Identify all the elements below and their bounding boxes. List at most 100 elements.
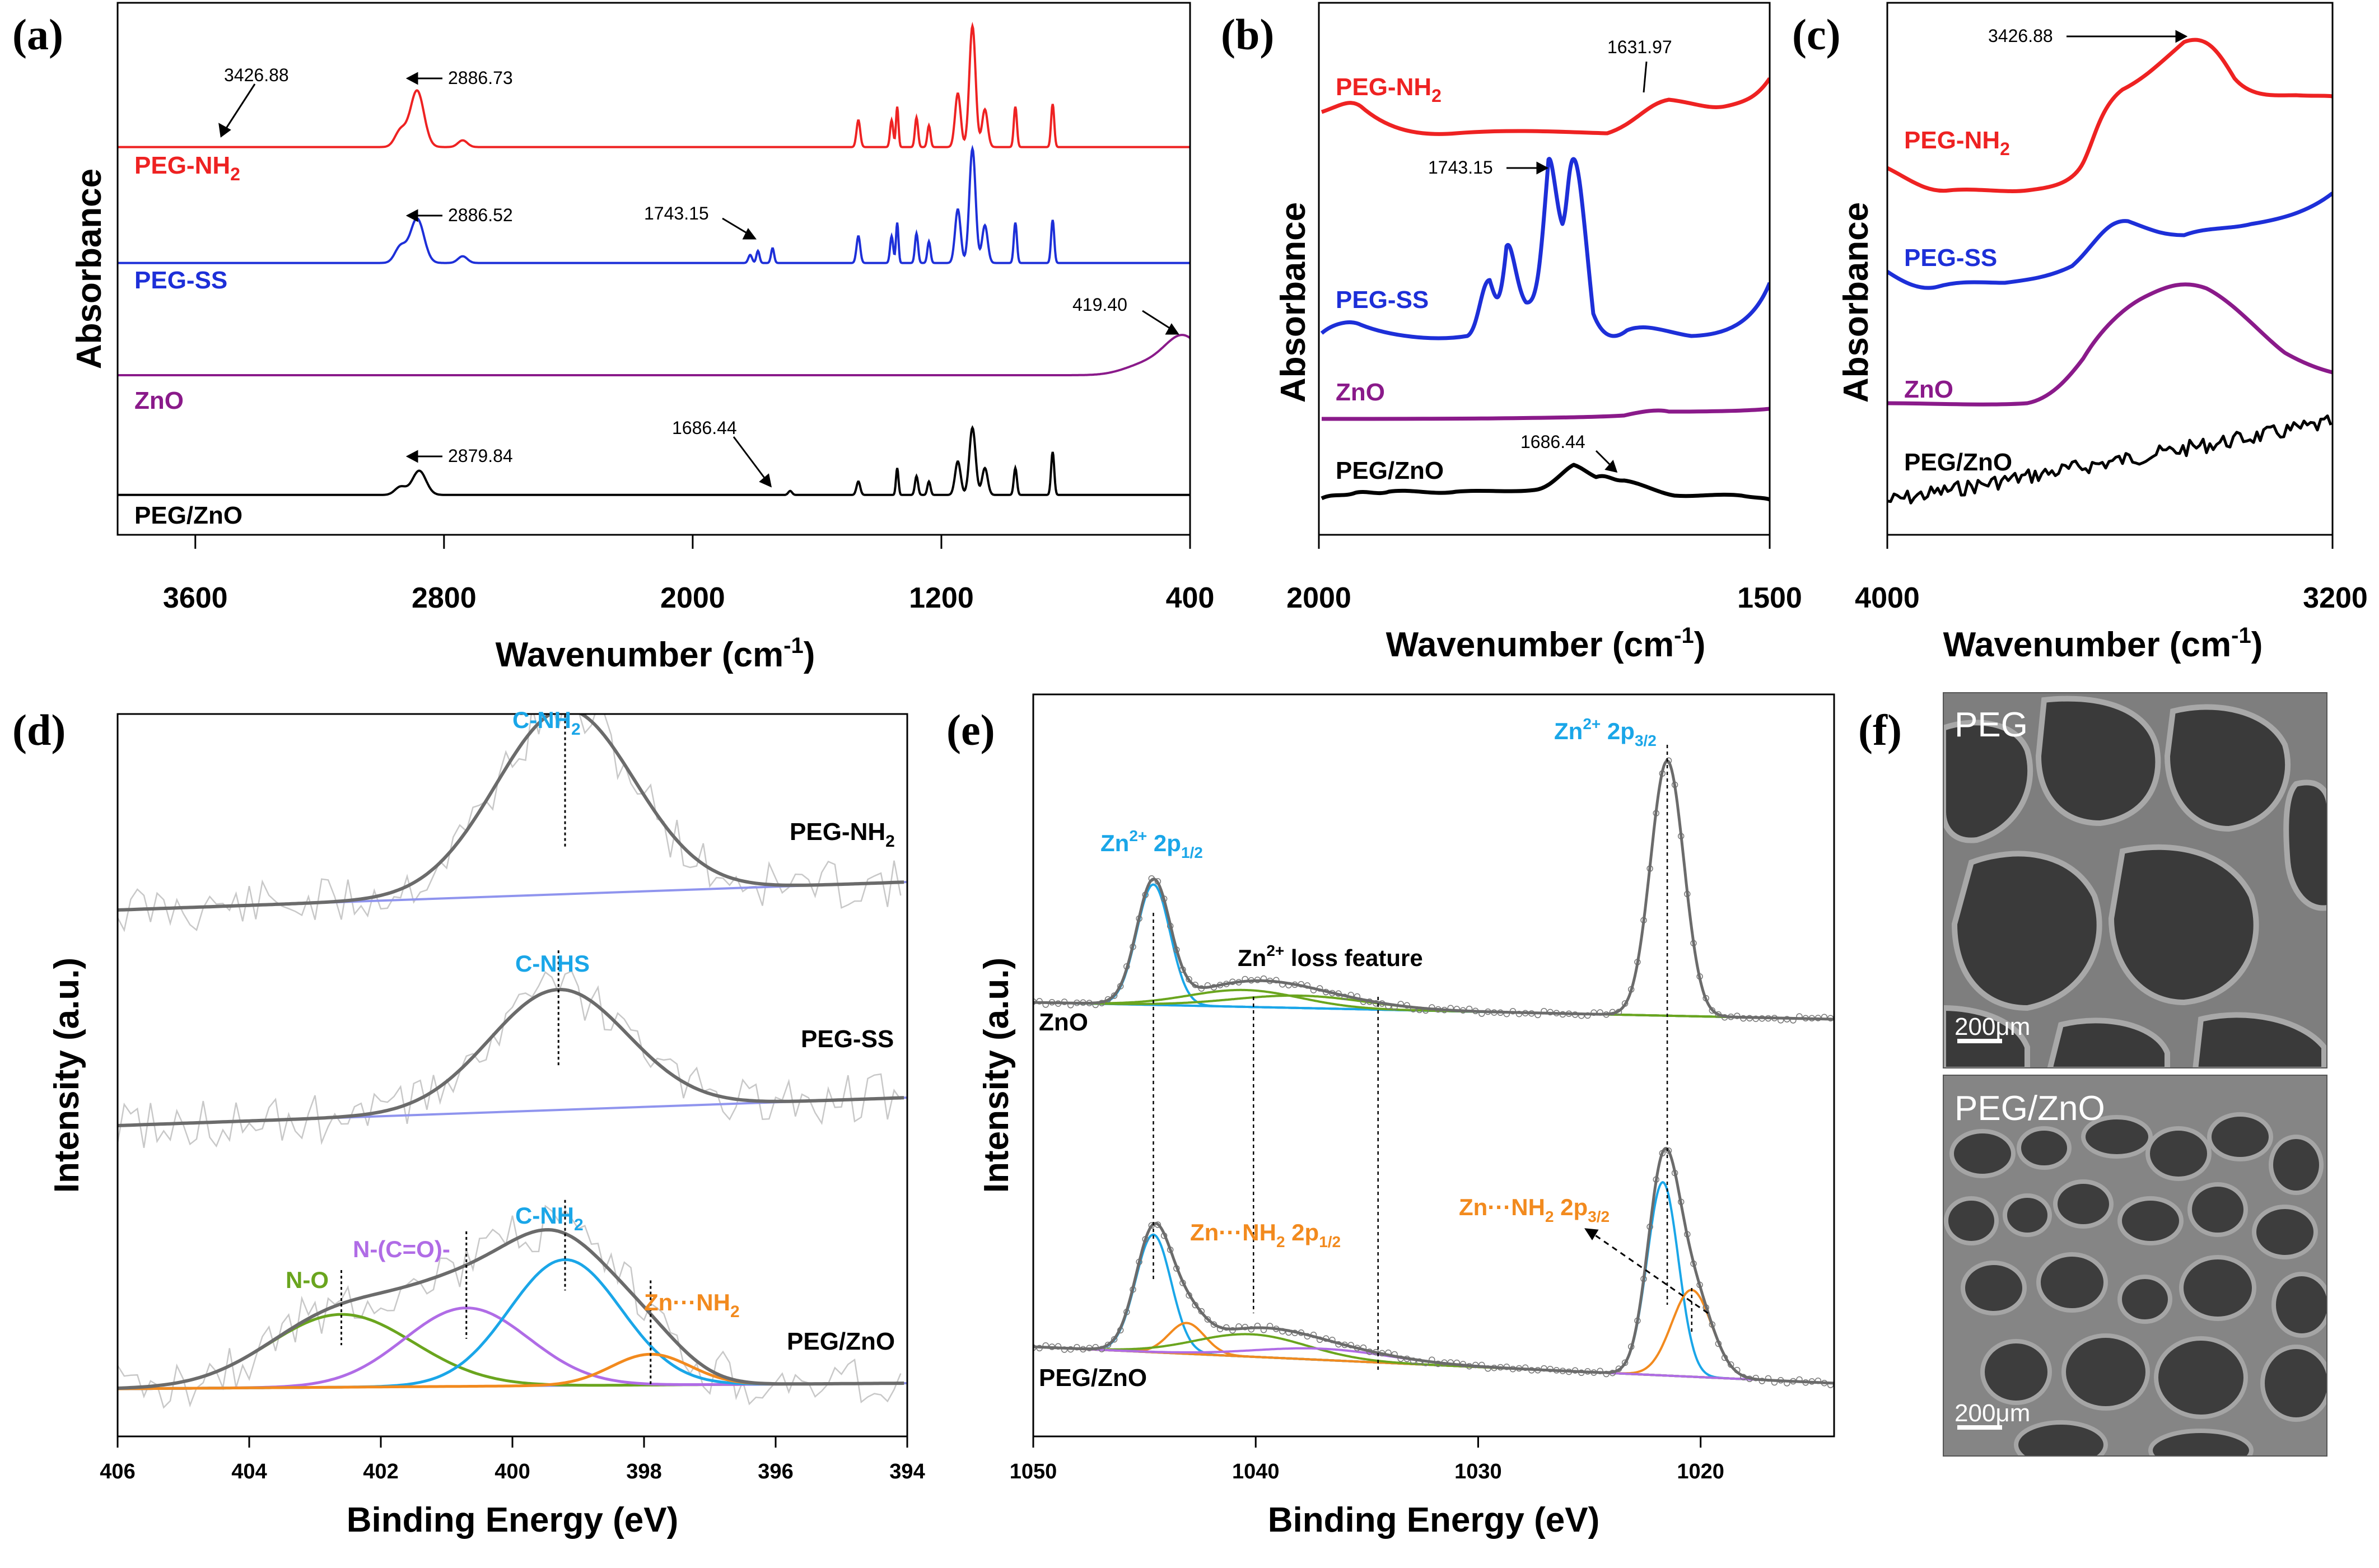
d-label-peg-zno: PEG/ZnO [787, 1328, 895, 1355]
panel-letter-c: (c) [1792, 10, 1841, 59]
a-arrowhead-2879 [405, 450, 418, 463]
panel-c: (c) 4000 3200 Wavenumber (cm-1) Absorban… [1792, 2, 2368, 664]
a-label-peg-zno: PEG/ZnO [134, 502, 242, 529]
a-curve-peg-ss [118, 144, 1190, 264]
c-label-peg-nh2: PEG-NH2 [1904, 127, 2010, 159]
panel-c-ylabel: Absorbance [1837, 202, 1876, 403]
a-ann-1686: 1686.44 [672, 418, 737, 438]
a-arrow-1686 [733, 436, 768, 482]
a-ann-419: 419.40 [1072, 295, 1127, 315]
d-tick-label: 402 [363, 1460, 398, 1483]
e-dashed-arrowhead [1584, 1228, 1599, 1240]
c-curve-peg-ss [1887, 192, 2333, 290]
d-label-peg-ss: PEG-SS [801, 1025, 894, 1053]
panel-b-xlabel: Wavenumber (cm-1) [1386, 623, 1706, 664]
d-label-peg-nh2: PEG-NH2 [790, 818, 895, 851]
d-comp-label-no: N-O [286, 1267, 329, 1293]
b-arrowhead-1743 [1536, 161, 1549, 175]
c-tick-4000: 4000 [1855, 582, 1920, 614]
a-arrowhead-3426 [218, 123, 231, 138]
b-tick-1500: 1500 [1737, 582, 1802, 614]
panel-e-xlabel: Binding Energy (eV) [1268, 1501, 1599, 1539]
c-tick-3200: 3200 [2303, 582, 2368, 614]
d-comp-label-cnh2-bottom: C-NH2 [515, 1202, 584, 1234]
b-label-peg-nh2: PEG-NH2 [1336, 73, 1442, 106]
e-label-zn-2p12: Zn2+ 2p1/2 [1100, 827, 1203, 861]
sem-scale-text-top: 200μm [1954, 1013, 2030, 1040]
c-curve-peg-zno [1887, 414, 2333, 505]
e-raw-point [1111, 992, 1118, 999]
e-tick-label: 1050 [1010, 1460, 1057, 1483]
d-fit-envelope [118, 1228, 904, 1390]
d-tick-label: 406 [100, 1460, 135, 1483]
a-arrow-1743 [722, 217, 751, 236]
b-curve-zno [1321, 407, 1770, 421]
sem-frame-bottom [1943, 1075, 2327, 1457]
sem-image-peg-zno: PEG/ZnO 200μm [1943, 1075, 2327, 1456]
b-curve-peg-nh2 [1321, 77, 1770, 136]
a-ann-2879: 2879.84 [448, 446, 513, 466]
d-raw-data [118, 970, 902, 1148]
e-label-zno: ZnO [1039, 1009, 1088, 1036]
a-arrow-419 [1142, 310, 1174, 332]
a-ann-2886-73: 2886.73 [448, 68, 513, 88]
d-comp-label-cnh2-top: C-NH2 [512, 707, 581, 739]
a-tick-label: 400 [1166, 582, 1215, 614]
b-ann-1631: 1631.97 [1607, 37, 1672, 57]
e-fit-component [1033, 1289, 1834, 1384]
panel-d-xlabel: Binding Energy (eV) [347, 1501, 678, 1539]
a-curve-zno [118, 334, 1190, 376]
panel-letter-d: (d) [12, 706, 66, 754]
sem-label-peg-zno: PEG/ZnO [1954, 1089, 2105, 1128]
sem-scale-text-bottom: 200μm [1954, 1399, 2030, 1427]
c-arrowhead-3426 [2175, 30, 2188, 43]
d-fit-envelope [118, 714, 904, 912]
panel-letter-b: (b) [1221, 10, 1274, 59]
a-arrowhead-2886-52 [405, 209, 418, 222]
panel-f: (f) PEG 200μm [1858, 692, 2327, 1457]
sem-label-peg: PEG [1954, 706, 2028, 744]
panel-e-spectra [1033, 745, 1834, 1388]
d-fit-envelope [118, 988, 904, 1127]
d-comp-label-ncoo: N-(C=O)- [353, 1236, 450, 1262]
a-label-peg-ss: PEG-SS [134, 267, 227, 294]
b-tick-2000: 2000 [1286, 582, 1351, 614]
c-ann-3426: 3426.88 [1988, 26, 2053, 46]
a-tick-label: 3600 [163, 582, 228, 614]
panel-b: (b) 2000 1500 Wavenumber (cm-1) Absorban… [1221, 2, 1802, 664]
panel-e-x-ticks: 1050 1040 1030 1020 [1010, 1436, 1724, 1483]
a-curve-peg-zno [118, 425, 1190, 496]
d-raw-data [118, 1205, 902, 1409]
e-label-loss-feature: Zn2+ loss feature [1238, 942, 1423, 971]
panel-d-ylabel: Intensity (a.u.) [48, 958, 86, 1193]
a-ann-2886-52: 2886.52 [448, 205, 513, 225]
sem-frame-top [1943, 692, 2327, 1068]
a-arrowhead-2886-73 [405, 72, 418, 85]
e-tick-label: 1040 [1232, 1460, 1280, 1483]
panel-e: (e) 1050 1040 1030 1020 Binding Energy (eV)… [946, 693, 1835, 1539]
e-label-znnh2-2p32: Zn···NH2 2p3/2 [1459, 1194, 1610, 1225]
panel-a-ylabel: Absorbance [70, 169, 109, 369]
panel-b-frame [1318, 2, 1771, 536]
a-label-peg-nh2: PEG-NH2 [134, 152, 240, 184]
panel-e-ylabel: Intensity (a.u.) [977, 958, 1016, 1193]
b-arrow-1631 [1643, 61, 1648, 93]
a-curve-peg-nh [118, 21, 1190, 148]
b-curve-peg-zno [1321, 463, 1770, 502]
panel-a-series [118, 21, 1190, 496]
panel-e-frame [1032, 693, 1835, 1438]
panel-a: (a) 3600 2800 2000 1200 400 Wavenumber (cm-1… [12, 2, 1215, 674]
e-raw-point [1204, 1316, 1211, 1323]
b-label-peg-ss: PEG-SS [1336, 286, 1429, 314]
b-ann-1686: 1686.44 [1520, 432, 1585, 452]
panel-d-spectra [118, 714, 907, 1409]
a-tick-label: 1200 [909, 582, 974, 614]
e-fit-component [1033, 883, 1834, 1020]
c-label-zno: ZnO [1904, 376, 1953, 403]
panel-c-xlabel: Wavenumber (cm-1) [1943, 623, 2263, 664]
b-label-zno: ZnO [1336, 379, 1385, 406]
sem-scalebar-bottom [1957, 1425, 2002, 1430]
panel-letter-f: (f) [1858, 706, 1902, 754]
e-label-peg-zno: PEG/ZnO [1039, 1364, 1147, 1392]
